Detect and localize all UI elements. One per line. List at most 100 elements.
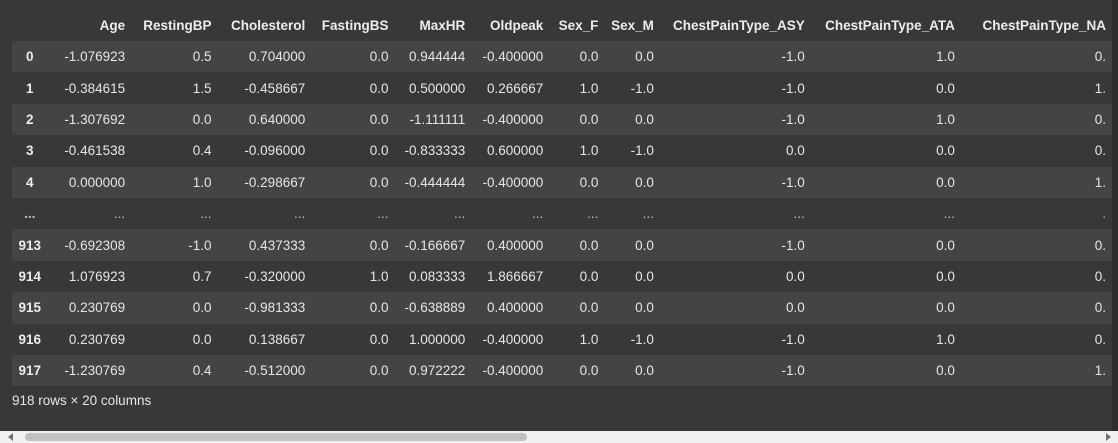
table-cell: -1.230769 xyxy=(64,363,126,379)
table-row: 3 -0.461538 0.4 -0.096000 0.0 -0.833333 0.6000… xyxy=(12,135,1112,167)
table-cell: ... xyxy=(293,206,306,222)
column-header: ChestPainType_ATA xyxy=(825,17,955,33)
table-cell: 0. xyxy=(1094,331,1106,347)
table-cell: 1.866667 xyxy=(486,268,544,284)
table-cell: 0.0 xyxy=(635,268,654,284)
table-row: 913 -0.692308 -1.0 0.437333 0.0 -0.166667 0.40… xyxy=(12,229,1112,261)
horizontal-scrollbar[interactable] xyxy=(0,431,1118,443)
table-cell: 0. xyxy=(1094,237,1106,253)
table-cell: -1.0 xyxy=(781,237,805,253)
table-cell: 1. xyxy=(1094,363,1106,379)
table-cell: 0.0 xyxy=(579,363,599,379)
table-cell: 0.7 xyxy=(192,268,212,284)
table-cell: 1.0 xyxy=(936,49,955,65)
table-cell: 0.0 xyxy=(936,174,955,190)
table-cell: ... xyxy=(454,206,466,222)
arrow-right-icon[interactable] xyxy=(1106,433,1111,441)
table-cell: ... xyxy=(200,206,212,222)
table-cell: 0.0 xyxy=(369,331,389,347)
table-cell: 0.0 xyxy=(936,363,955,379)
table-cell: 0.0 xyxy=(936,237,955,253)
table-cell: 0.400000 xyxy=(486,237,544,253)
table-cell: 1. xyxy=(1094,80,1106,96)
table-cell: -1.0 xyxy=(781,174,805,190)
shape-summary: 918 rows × 20 columns xyxy=(12,393,152,408)
column-header: Oldpeak xyxy=(489,17,544,33)
table-cell: -0.096000 xyxy=(244,143,306,159)
table-row: 915 0.230769 0.0 -0.981333 0.0 -0.638889 0.400… xyxy=(12,292,1112,324)
table-cell: 0.0 xyxy=(785,268,805,284)
table-cell: ... xyxy=(377,206,389,222)
table-cell: 0.500000 xyxy=(408,80,466,96)
table-cell: 0.138667 xyxy=(248,331,306,347)
table-cell: -1.0 xyxy=(781,80,805,96)
ellipsis-row: .................................. xyxy=(12,197,1112,230)
table-cell: 0.0 xyxy=(635,111,654,127)
table-cell: 0.0 xyxy=(369,111,389,127)
table-cell: 0.0 xyxy=(579,237,599,253)
table-cell: 0.0 xyxy=(635,174,654,190)
table-cell: 1.0 xyxy=(579,331,599,347)
table-cell: 0.083333 xyxy=(408,268,466,284)
table-cell: -0.298667 xyxy=(244,174,306,190)
column-header: ChestPainType_ASY xyxy=(672,17,805,33)
table-cell: ... xyxy=(793,206,805,222)
table-cell: 0.0 xyxy=(192,300,212,316)
table-cell: 0.0 xyxy=(579,49,599,65)
table-cell: 1.5 xyxy=(192,80,212,96)
row-index: 916 xyxy=(18,331,41,347)
table-cell: 0.944444 xyxy=(408,49,466,65)
row-index: 1 xyxy=(25,80,34,96)
table-cell: -1.0 xyxy=(630,143,654,159)
table-cell: 0.230769 xyxy=(68,300,126,316)
table-cell: -0.458667 xyxy=(244,80,306,96)
table-cell: ... xyxy=(943,206,955,222)
row-index: 2 xyxy=(25,111,34,127)
table-cell: -0.400000 xyxy=(482,331,544,347)
column-header: FastingBS xyxy=(321,17,389,33)
table-cell: 0.0 xyxy=(579,300,599,316)
table-cell: -1.0 xyxy=(781,363,805,379)
table-cell: 0.0 xyxy=(369,237,389,253)
table-cell: 0.0 xyxy=(936,80,955,96)
table-cell: 1.0 xyxy=(579,80,599,96)
table-cell: 0. xyxy=(1094,111,1106,127)
table-cell: -0.833333 xyxy=(404,143,466,159)
table-body: 0 -1.076923 0.5 0.704000 0.0 0.944444 -0.40000… xyxy=(12,41,1112,387)
column-header: MaxHR xyxy=(419,17,466,33)
row-index: 915 xyxy=(18,300,41,316)
table-cell: 0.0 xyxy=(635,363,654,379)
table-row: 1 -0.384615 1.5 -0.458667 0.0 0.500000 0.26666… xyxy=(12,72,1112,104)
table-cell: 0. xyxy=(1094,143,1106,159)
table-cell: -0.384615 xyxy=(64,80,126,96)
table-cell: -1.0 xyxy=(781,49,805,65)
column-header: Cholesterol xyxy=(230,17,306,33)
table-cell: -0.400000 xyxy=(482,174,544,190)
table-cell: ... xyxy=(113,206,126,222)
table-cell: -1.0 xyxy=(630,80,654,96)
table-cell: 0.4 xyxy=(192,363,212,379)
scrollbar-thumb[interactable] xyxy=(25,433,527,441)
table-cell: 0.704000 xyxy=(248,49,306,65)
column-header: Sex_M xyxy=(611,17,654,33)
table-cell: 0.0 xyxy=(785,143,805,159)
table-cell: 0.640000 xyxy=(248,111,306,127)
row-index: ... xyxy=(24,206,36,222)
table-cell: -0.320000 xyxy=(244,268,306,284)
dataframe-table: Age RestingBP Cholesterol FastingBS MaxHR Old… xyxy=(12,9,1112,387)
row-index: 4 xyxy=(25,174,34,190)
table-cell: 0.0 xyxy=(369,174,389,190)
table-cell: 0.0 xyxy=(369,80,389,96)
table-cell: -0.166667 xyxy=(404,237,466,253)
row-index: 0 xyxy=(25,49,34,65)
table-cell: ... xyxy=(642,206,654,222)
table-cell: . xyxy=(1102,206,1106,222)
row-index: 917 xyxy=(18,363,41,379)
table-viewport: Age RestingBP Cholesterol FastingBS MaxHR Old… xyxy=(12,9,1112,387)
table-cell: 1.0 xyxy=(579,143,599,159)
table-row: 0 -1.076923 0.5 0.704000 0.0 0.944444 -0.40000… xyxy=(12,41,1112,73)
table-cell: -1.0 xyxy=(781,111,805,127)
arrow-left-icon[interactable] xyxy=(8,433,13,441)
column-header: Sex_F xyxy=(558,17,599,33)
